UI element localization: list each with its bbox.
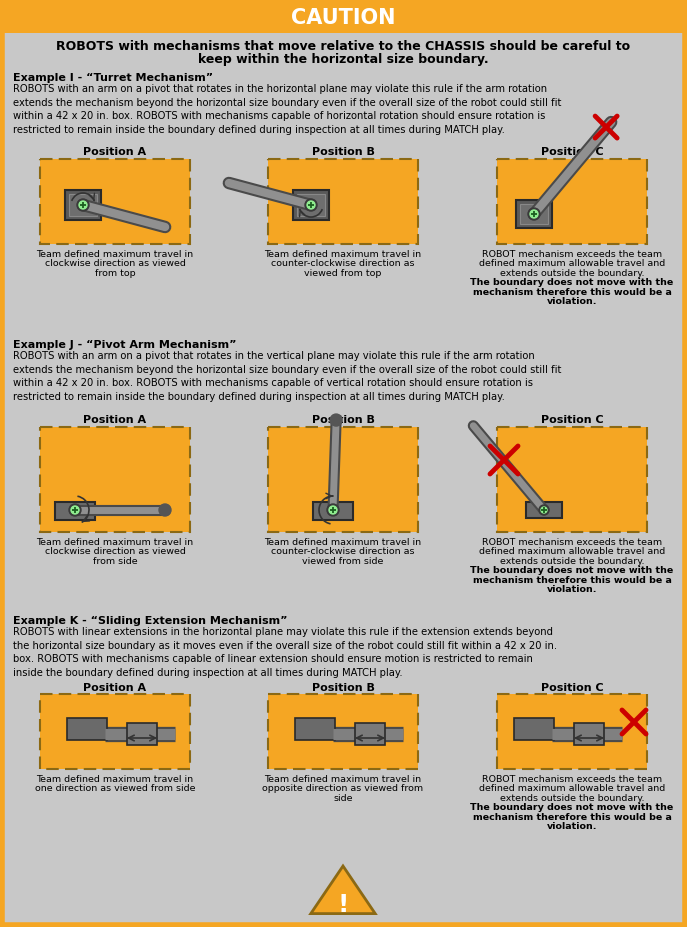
Bar <box>355 723 385 745</box>
Circle shape <box>541 507 547 514</box>
Bar <box>55 502 95 520</box>
Text: Position A: Position A <box>83 414 146 425</box>
Bar <box>268 159 418 245</box>
Bar <box>40 694 190 769</box>
Text: clockwise direction as viewed: clockwise direction as viewed <box>45 547 185 556</box>
Circle shape <box>69 504 81 516</box>
Text: keep within the horizontal size boundary.: keep within the horizontal size boundary… <box>198 53 489 66</box>
Text: Team defined maximum travel in: Team defined maximum travel in <box>36 249 194 259</box>
Text: defined maximum allowable travel and: defined maximum allowable travel and <box>479 260 665 268</box>
Circle shape <box>539 505 549 515</box>
Text: one direction as viewed from side: one direction as viewed from side <box>35 783 195 793</box>
Text: extends outside the boundary.: extends outside the boundary. <box>499 556 644 565</box>
Text: The boundary does not move with the: The boundary does not move with the <box>471 278 674 287</box>
Text: Position B: Position B <box>312 146 374 157</box>
Circle shape <box>528 209 540 221</box>
Polygon shape <box>311 866 375 914</box>
Bar <box>293 191 329 221</box>
Text: opposite direction as viewed from: opposite direction as viewed from <box>262 783 424 793</box>
Text: CAUTION: CAUTION <box>291 8 396 28</box>
Circle shape <box>530 210 538 219</box>
Text: extends outside the boundary.: extends outside the boundary. <box>499 269 644 278</box>
Text: Example J - “Pivot Arm Mechanism”: Example J - “Pivot Arm Mechanism” <box>13 339 236 349</box>
Text: side: side <box>333 794 352 802</box>
Circle shape <box>77 200 89 211</box>
Bar <box>2 2 685 34</box>
Bar <box>297 195 325 217</box>
Text: extends outside the boundary.: extends outside the boundary. <box>499 794 644 802</box>
Bar <box>127 723 157 745</box>
Bar <box>514 718 554 740</box>
Text: Position C: Position C <box>541 682 603 692</box>
Text: ROBOT mechanism exceeds the team: ROBOT mechanism exceeds the team <box>482 774 662 783</box>
Bar <box>497 694 647 769</box>
Text: Example K - “Sliding Extension Mechanism”: Example K - “Sliding Extension Mechanism… <box>13 616 287 626</box>
Bar <box>69 195 97 217</box>
Bar <box>520 205 548 224</box>
Text: Position C: Position C <box>541 414 603 425</box>
Bar <box>526 502 562 518</box>
Text: clockwise direction as viewed: clockwise direction as viewed <box>45 260 185 268</box>
Text: ROBOTS with an arm on a pivot that rotates in the horizontal plane may violate t: ROBOTS with an arm on a pivot that rotat… <box>13 84 561 134</box>
Bar <box>268 427 418 532</box>
Bar <box>268 694 418 769</box>
Circle shape <box>305 200 317 211</box>
Text: Team defined maximum travel in: Team defined maximum travel in <box>36 774 194 783</box>
Bar <box>313 502 353 520</box>
Text: from top: from top <box>95 269 135 278</box>
Text: ROBOTS with linear extensions in the horizontal plane may violate this rule if t: ROBOTS with linear extensions in the hor… <box>13 627 557 677</box>
Text: ROBOT mechanism exceeds the team: ROBOT mechanism exceeds the team <box>482 249 662 259</box>
Circle shape <box>329 506 337 514</box>
Text: ROBOTS with an arm on a pivot that rotates in the vertical plane may violate thi: ROBOTS with an arm on a pivot that rotat… <box>13 350 561 401</box>
Bar <box>497 427 647 532</box>
Circle shape <box>327 504 339 516</box>
Text: The boundary does not move with the: The boundary does not move with the <box>471 565 674 575</box>
Bar <box>497 159 647 245</box>
Circle shape <box>307 202 315 210</box>
Text: defined maximum allowable travel and: defined maximum allowable travel and <box>479 783 665 793</box>
Text: defined maximum allowable travel and: defined maximum allowable travel and <box>479 547 665 556</box>
Bar <box>67 718 107 740</box>
Text: ROBOTS with mechanisms that move relative to the CHASSIS should be careful to: ROBOTS with mechanisms that move relativ… <box>56 40 631 53</box>
Text: viewed from top: viewed from top <box>304 269 382 278</box>
Text: counter-clockwise direction as: counter-clockwise direction as <box>271 260 415 268</box>
Bar <box>40 427 190 532</box>
Circle shape <box>330 414 342 426</box>
Text: Position A: Position A <box>83 682 146 692</box>
Text: viewed from side: viewed from side <box>302 556 383 565</box>
Text: violation.: violation. <box>547 585 597 594</box>
Bar <box>40 159 190 245</box>
Text: Team defined maximum travel in: Team defined maximum travel in <box>264 249 422 259</box>
Text: mechanism therefore this would be a: mechanism therefore this would be a <box>473 576 671 584</box>
Text: Example I - “Turret Mechanism”: Example I - “Turret Mechanism” <box>13 73 213 83</box>
Circle shape <box>79 202 87 210</box>
Text: Position B: Position B <box>312 682 374 692</box>
Text: mechanism therefore this would be a: mechanism therefore this would be a <box>473 812 671 821</box>
Bar <box>574 723 604 745</box>
Circle shape <box>159 504 171 516</box>
Text: Team defined maximum travel in: Team defined maximum travel in <box>36 538 194 546</box>
Text: violation.: violation. <box>547 298 597 306</box>
Text: Position A: Position A <box>83 146 146 157</box>
Text: mechanism therefore this would be a: mechanism therefore this would be a <box>473 287 671 297</box>
Text: from side: from side <box>93 556 137 565</box>
Text: Position C: Position C <box>541 146 603 157</box>
Text: ROBOT mechanism exceeds the team: ROBOT mechanism exceeds the team <box>482 538 662 546</box>
Text: The boundary does not move with the: The boundary does not move with the <box>471 803 674 812</box>
Text: Team defined maximum travel in: Team defined maximum travel in <box>264 538 422 546</box>
Text: violation.: violation. <box>547 821 597 831</box>
Text: counter-clockwise direction as: counter-clockwise direction as <box>271 547 415 556</box>
Bar <box>65 191 101 221</box>
Bar <box>295 718 335 740</box>
Bar <box>516 201 552 229</box>
Text: Team defined maximum travel in: Team defined maximum travel in <box>264 774 422 783</box>
Text: Position B: Position B <box>312 414 374 425</box>
Text: !: ! <box>337 892 349 916</box>
Circle shape <box>71 506 79 514</box>
